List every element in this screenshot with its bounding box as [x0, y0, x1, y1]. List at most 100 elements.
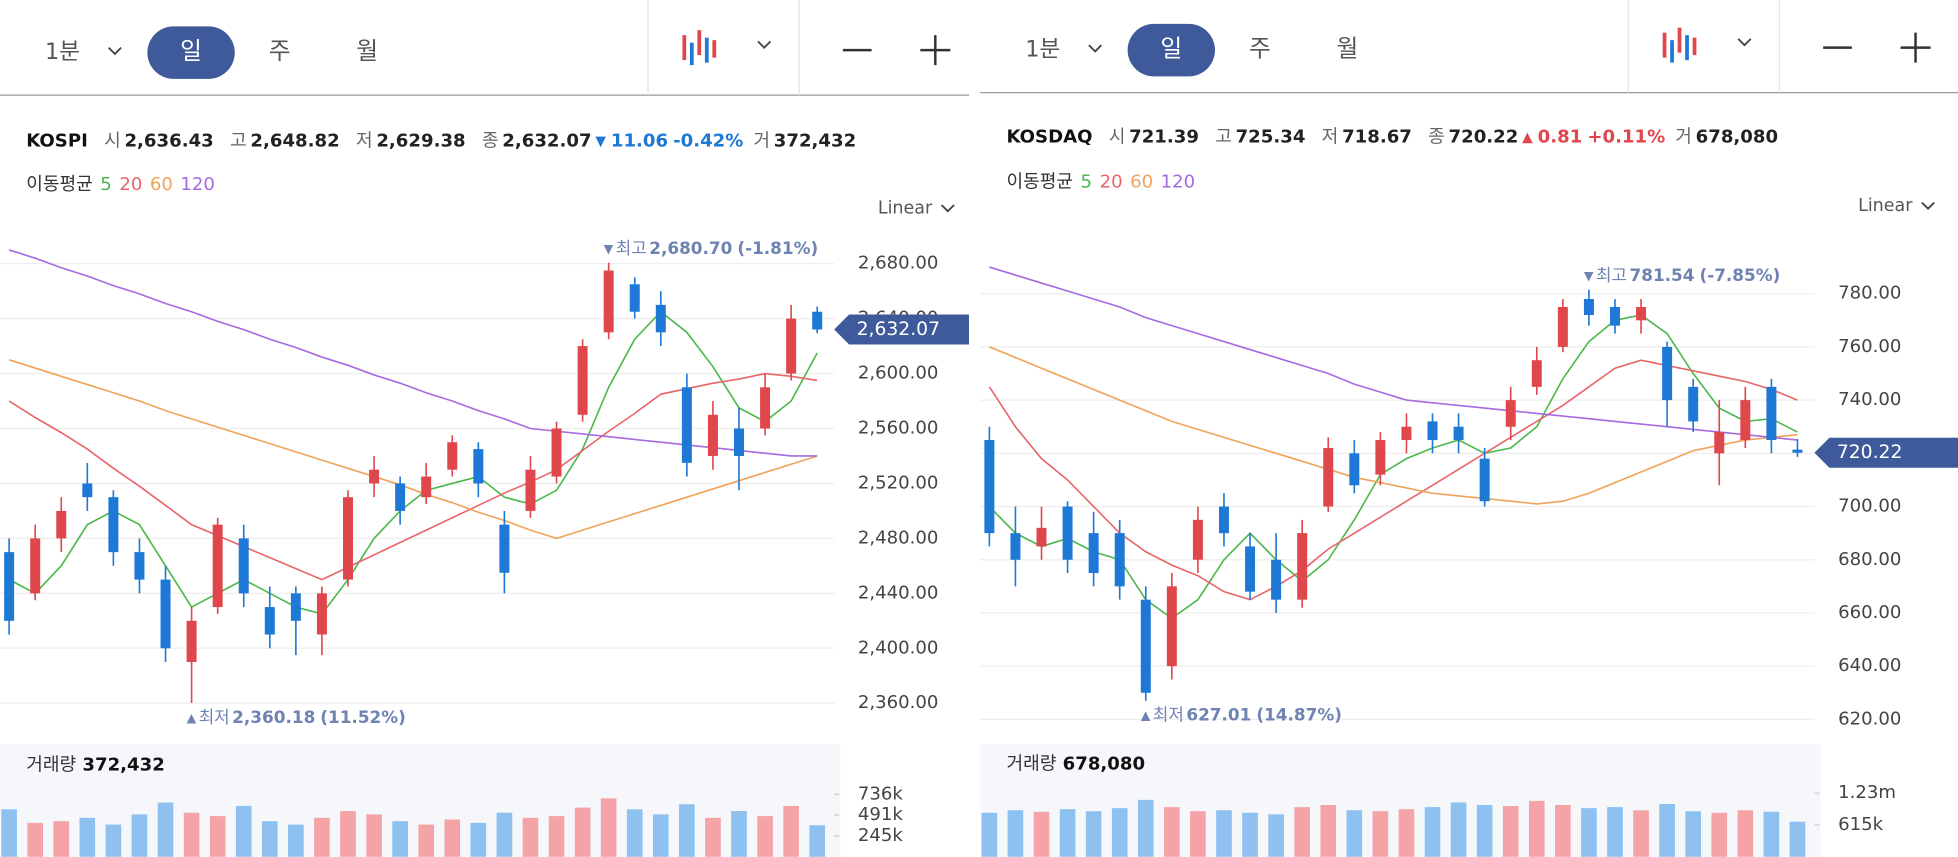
quote-text: 2,648.82	[250, 130, 339, 151]
ma-line	[8, 372, 818, 581]
ma-line	[989, 346, 1798, 505]
candle-body	[1557, 306, 1568, 347]
candle-body	[186, 620, 197, 663]
chart-type-icon[interactable]	[1677, 27, 1682, 53]
ma-label: 이동평균	[26, 174, 93, 195]
legend-entry: 5	[1081, 172, 1093, 193]
candle-body	[290, 593, 301, 621]
candle-body	[316, 593, 327, 635]
y-tick-label: 680.00	[1838, 549, 1901, 570]
candle-body	[707, 414, 718, 456]
candle-body	[1636, 306, 1647, 321]
volume-bar	[1789, 821, 1806, 857]
marker-percent: (-1.81%)	[737, 238, 818, 258]
y-tick-label: 700.00	[1838, 496, 1901, 517]
candle-body	[734, 428, 744, 456]
quote-text: 721.39	[1129, 127, 1199, 148]
quote-text: 720.22	[1449, 127, 1519, 148]
volume-tick-label: 615k	[1838, 814, 1884, 835]
volume-bar	[1476, 805, 1493, 857]
y-tick-label: 2,480.00	[858, 527, 939, 548]
scale-select[interactable]: Linear	[878, 199, 933, 219]
chart-type-icon[interactable]	[1685, 35, 1689, 61]
marker-label: 최저	[1153, 705, 1184, 725]
period-tab[interactable]: 월	[356, 37, 378, 65]
volume-bar	[79, 817, 96, 857]
volume-bar	[1424, 807, 1441, 857]
quote-text: 시	[1109, 127, 1126, 148]
period-tab[interactable]: 주	[269, 37, 291, 65]
zoom-in[interactable]	[920, 35, 951, 66]
candle-body	[473, 449, 484, 484]
interval-select[interactable]: 1분	[45, 39, 80, 65]
zoom-in[interactable]	[1900, 32, 1931, 63]
period-tab[interactable]: 주	[1249, 35, 1271, 63]
chart-type-icon[interactable]	[1692, 37, 1697, 56]
chart-type-icon[interactable]	[712, 40, 717, 58]
y-tick-label: 760.00	[1838, 336, 1901, 357]
volume-bar	[548, 816, 565, 857]
candle-body	[1192, 519, 1203, 560]
candle-body	[1271, 559, 1282, 600]
interval-select[interactable]: 1분	[1025, 37, 1060, 63]
candle-body	[1218, 506, 1229, 534]
volume-bar	[1216, 810, 1232, 857]
marker-percent: (14.87%)	[1256, 705, 1342, 725]
volume-bar	[157, 802, 174, 857]
quote-text: 종	[1428, 127, 1445, 148]
chart-type-icon[interactable]	[689, 42, 694, 66]
candle-body	[1531, 360, 1542, 387]
high-marker: ▼ 최고 2,680.70 (-1.81%)	[604, 238, 819, 258]
quote-text: 2,632.07	[502, 130, 591, 151]
y-tick-label: 2,560.00	[858, 418, 939, 439]
volume-bar	[1685, 811, 1702, 857]
quote-text: 718.67	[1342, 127, 1412, 148]
ma-legend: 이동평균 5 20 60 120	[26, 174, 215, 195]
candle-body	[1583, 299, 1594, 315]
ma-legend: 이동평균 5 20 60 120	[1006, 172, 1195, 193]
chevron	[107, 46, 122, 56]
ma-line	[8, 249, 818, 457]
candle-body	[212, 524, 223, 608]
volume-bar	[1763, 811, 1780, 857]
volume-bar	[1502, 806, 1519, 857]
y-tick-label: 660.00	[1838, 602, 1901, 623]
volume-bar	[1033, 811, 1050, 857]
ma-line	[8, 310, 818, 615]
volume-bar	[314, 817, 330, 857]
quote-text: 고	[1215, 127, 1232, 148]
marker-label: 최저	[199, 707, 230, 727]
candle-body	[1453, 426, 1464, 441]
marker-label: 최고	[616, 238, 647, 258]
quote-text: ▼	[595, 133, 606, 149]
period-tab[interactable]: 월	[1336, 35, 1358, 63]
candle-body	[238, 538, 249, 594]
marker-percent: (-7.85%)	[1700, 265, 1781, 285]
volume-bar	[366, 814, 382, 857]
quote-text: 2,636.43	[124, 130, 213, 151]
volume-bar	[626, 809, 643, 857]
volume-bar	[1007, 810, 1024, 857]
marker-label: 최고	[1596, 265, 1627, 285]
legend-entry: 60	[1130, 172, 1153, 193]
chart-type-icon[interactable]	[1662, 32, 1667, 58]
volume-bar	[470, 822, 487, 857]
candle-body	[1740, 400, 1751, 441]
candle-body	[1427, 421, 1438, 441]
period-tab[interactable]: 일	[1160, 35, 1182, 63]
y-tick-label: 2,440.00	[858, 582, 939, 603]
period-tab[interactable]: 일	[180, 37, 202, 65]
marker-percent: (11.52%)	[320, 707, 406, 727]
y-tick-label: 2,520.00	[858, 472, 939, 493]
volume-bar	[1111, 808, 1128, 857]
y-tick-label: 2,360.00	[858, 692, 939, 713]
chart-type-icon[interactable]	[1670, 40, 1674, 63]
candle-body	[30, 538, 41, 594]
volume-bar	[235, 805, 252, 857]
volume-bar	[652, 814, 669, 857]
chart-type-icon[interactable]	[704, 37, 709, 63]
chart-type-icon[interactable]	[682, 35, 687, 61]
volume-tick-label: 736k	[858, 783, 904, 804]
scale-select[interactable]: Linear	[1858, 196, 1913, 216]
chart-type-icon[interactable]	[697, 30, 702, 56]
